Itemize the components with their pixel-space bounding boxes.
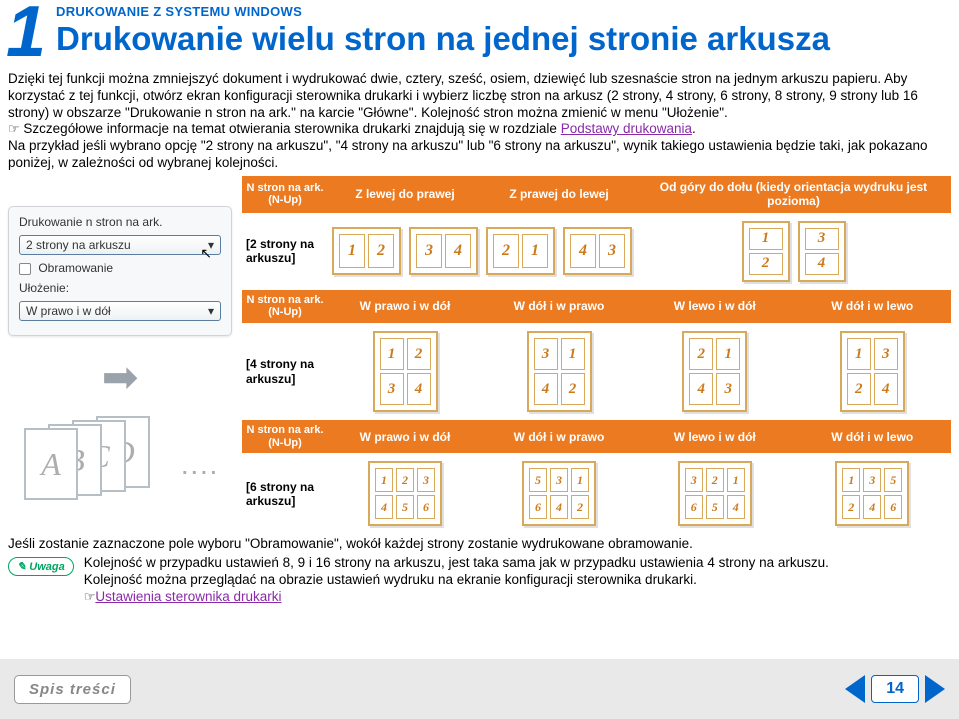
row-6up: [6 strony na arkuszu] 123 456 531 642: [242, 453, 951, 534]
body-paragraph-2: ☞ Szczegółowe informacje na temat otwier…: [8, 121, 951, 138]
tip-row: ✎ Uwaga Kolejność w przypadku ustawień 8…: [0, 551, 959, 606]
header-row-1: N stron na ark. (N-Up) Z lewej do prawej…: [242, 176, 951, 213]
fig-2up-b: 2 1 4 3: [482, 213, 636, 290]
abcd-stack: D C B A ....: [24, 416, 232, 506]
layout-table: N stron na ark. (N-Up) Z lewej do prawej…: [242, 176, 951, 534]
body-p2-pre: Szczegółowe informacje na temat otwieran…: [23, 121, 560, 136]
page-header: 1 DRUKOWANIE Z SYSTEMU WINDOWS Drukowani…: [0, 0, 959, 65]
fig-6up-c: 321 654: [636, 453, 793, 534]
mini-page-a: A: [24, 428, 78, 500]
body-paragraph-1: Dzięki tej funkcji można zmniejszyć doku…: [8, 71, 951, 122]
cursor-icon: ↖: [200, 245, 212, 262]
toc-button[interactable]: Spis treści: [14, 675, 131, 704]
continuation-dots: ....: [182, 457, 220, 480]
fig-6up-a: 123 456: [328, 453, 482, 534]
fig-4up-d: 13 24: [793, 323, 951, 420]
body-p2-post: .: [692, 121, 696, 136]
page-number: 14: [871, 675, 919, 703]
link-basics[interactable]: Podstawy drukowania: [561, 121, 692, 136]
layout-wrap: Drukowanie n stron na ark. 2 strony na a…: [8, 176, 951, 534]
breadcrumb: DRUKOWANIE Z SYSTEMU WINDOWS: [56, 4, 959, 19]
main-content: Dzięki tej funkcji można zmniejszyć doku…: [0, 65, 959, 535]
config-dropdown-order[interactable]: W prawo i w dół ▾: [19, 301, 221, 321]
fig-2up-a: 1 2 3 4: [328, 213, 482, 290]
config-label-1: Drukowanie n stron na ark.: [19, 215, 221, 229]
header-titles: DRUKOWANIE Z SYSTEMU WINDOWS Drukowanie …: [56, 0, 959, 65]
row-4up: [4 strony na arkuszu] 12 34 31 42: [242, 323, 951, 420]
tip-text: Kolejność w przypadku ustawień 8, 9 i 16…: [84, 555, 829, 606]
hand-icon: ☞: [84, 589, 96, 604]
hdr-top-bottom: Od góry do dołu (kiedy orientacja wydruk…: [636, 176, 951, 213]
right-column: N stron na ark. (N-Up) Z lewej do prawej…: [242, 176, 951, 534]
config-label-2: Ułożenie:: [19, 281, 221, 295]
label-2up: [2 strony na arkuszu]: [242, 213, 328, 290]
nav-prev-button[interactable]: [845, 675, 865, 703]
hdr-right-left: Z prawej do lewej: [482, 176, 636, 213]
hdr-mid-1: W prawo i w dół: [328, 290, 482, 323]
fig-4up-c: 21 43: [636, 323, 793, 420]
config-dropdown-value: 2 strony na arkuszu: [26, 238, 131, 252]
hdr-mid3-1: W prawo i w dół: [328, 420, 482, 453]
hdr-mid-3: W lewo i w dół: [636, 290, 793, 323]
chevron-down-icon: ▾: [208, 304, 214, 318]
tip-badge: ✎ Uwaga: [8, 557, 74, 576]
nstron-label-1: N stron na ark. (N-Up): [242, 176, 328, 213]
note-border: Jeśli zostanie zaznaczone pole wyboru "O…: [0, 534, 959, 551]
config-dropdown2-value: W prawo i w dół: [26, 304, 111, 318]
hdr-mid-2: W dół i w prawo: [482, 290, 636, 323]
config-box: Drukowanie n stron na ark. 2 strony na a…: [8, 206, 232, 336]
header-row-3: N stron na ark. (N-Up) W prawo i w dół W…: [242, 420, 951, 453]
left-column: Drukowanie n stron na ark. 2 strony na a…: [8, 176, 232, 534]
header-row-2: N stron na ark. (N-Up) W prawo i w dół W…: [242, 290, 951, 323]
hdr-left-right: Z lewej do prawej: [328, 176, 482, 213]
fig-6up-d: 135 246: [793, 453, 951, 534]
tip-badge-text: Uwaga: [29, 561, 64, 573]
nstron-label-2: N stron na ark. (N-Up): [242, 290, 328, 323]
checkbox-label: Obramowanie: [38, 261, 113, 275]
config-checkbox-row[interactable]: Obramowanie: [19, 261, 221, 275]
hand-icon: ☞: [8, 121, 20, 136]
row-2up: [2 strony na arkuszu] 1 2 3 4: [242, 213, 951, 290]
arrow-right-icon: ➡: [8, 356, 232, 400]
hdr-mid3-4: W dół i w lewo: [793, 420, 951, 453]
tip-line-2: Kolejność można przeglądać na obrazie us…: [84, 572, 829, 589]
body-paragraph-3: Na przykład jeśli wybrano opcję "2 stron…: [8, 138, 951, 172]
label-6up: [6 strony na arkuszu]: [242, 453, 328, 534]
fig-6up-b: 531 642: [482, 453, 636, 534]
hdr-mid-4: W dół i w lewo: [793, 290, 951, 323]
checkbox-border[interactable]: [19, 263, 31, 275]
fig-4up-b: 31 42: [482, 323, 636, 420]
link-driver-settings[interactable]: Ustawienia sterownika drukarki: [95, 589, 281, 604]
label-4up: [4 strony na arkuszu]: [242, 323, 328, 420]
nav-group: 14: [845, 675, 945, 703]
fig-2up-c: 1 2 3 4: [636, 213, 951, 290]
fig-4up-a: 12 34: [328, 323, 482, 420]
config-dropdown-pages[interactable]: 2 strony na arkuszu ▾ ↖: [19, 235, 221, 255]
nav-next-button[interactable]: [925, 675, 945, 703]
section-number: 1: [0, 0, 56, 65]
page-title: Drukowanie wielu stron na jednej stronie…: [56, 21, 959, 57]
tip-line-1: Kolejność w przypadku ustawień 8, 9 i 16…: [84, 555, 829, 572]
bottom-bar: Spis treści 14: [0, 659, 959, 719]
hdr-mid3-2: W dół i w prawo: [482, 420, 636, 453]
hdr-mid3-3: W lewo i w dół: [636, 420, 793, 453]
nstron-label-3: N stron na ark. (N-Up): [242, 420, 328, 453]
